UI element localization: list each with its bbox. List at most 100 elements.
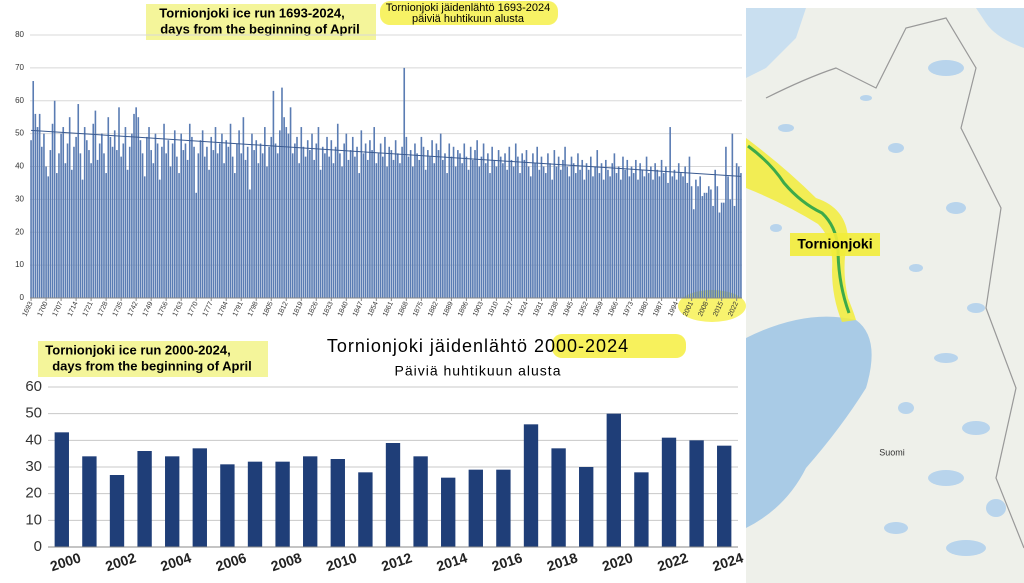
bar	[165, 456, 180, 547]
bar	[521, 153, 523, 298]
bar	[504, 153, 506, 298]
bar	[605, 159, 607, 298]
bar	[536, 146, 538, 298]
bar	[740, 173, 742, 298]
bar	[231, 156, 234, 298]
y-tick-label: 60	[15, 96, 24, 105]
bar	[482, 143, 485, 298]
bar	[472, 159, 474, 298]
x-tick-label: 1805	[262, 301, 275, 318]
bar	[394, 140, 397, 298]
bar	[680, 173, 682, 298]
bar	[675, 179, 678, 298]
x-tick-label: 1952	[577, 301, 590, 318]
bar	[167, 140, 170, 298]
bar	[139, 140, 142, 298]
bar	[178, 173, 180, 298]
bar	[667, 182, 669, 298]
bar	[574, 173, 577, 298]
bar	[246, 146, 249, 298]
bar	[647, 173, 650, 298]
bar	[360, 130, 363, 298]
x-tick-label: 1924	[517, 301, 530, 318]
annotation: Tornionjoki ice run 2000-2024,	[45, 342, 230, 357]
bar	[176, 156, 178, 298]
bar	[654, 163, 656, 298]
bar	[137, 451, 152, 547]
bar	[656, 169, 659, 298]
bar	[118, 107, 120, 298]
bar	[532, 153, 534, 298]
bar	[341, 166, 343, 298]
bar	[416, 153, 418, 298]
bar	[221, 133, 223, 298]
bar	[596, 150, 599, 298]
bar	[551, 448, 566, 547]
x-tick-label: 1728	[97, 301, 110, 318]
bar	[109, 136, 112, 298]
bar	[635, 159, 637, 298]
bar	[251, 133, 253, 298]
x-tick-label: 1784	[217, 301, 230, 318]
bar	[519, 173, 521, 298]
bar	[191, 136, 193, 298]
bar	[30, 140, 32, 298]
bar	[534, 163, 536, 298]
bar	[116, 150, 118, 298]
x-tick-label: 1756	[157, 301, 170, 318]
x-tick-label: 1896	[457, 301, 470, 318]
bar	[156, 143, 159, 298]
bar	[441, 477, 456, 547]
bar	[735, 163, 738, 298]
bar	[264, 127, 266, 298]
bar	[630, 166, 633, 298]
chart-subtitle: päiviä huhtikuun alusta	[412, 13, 525, 25]
bar	[562, 159, 564, 298]
y-tick-label: 0	[34, 538, 42, 555]
y-tick-label: 80	[15, 30, 24, 39]
bar	[468, 469, 483, 547]
bar	[101, 133, 103, 298]
bar	[714, 169, 716, 298]
bar	[199, 140, 202, 298]
bar	[474, 150, 476, 298]
bar	[661, 437, 677, 547]
x-tick-label: 1938	[547, 301, 560, 318]
bar	[58, 153, 60, 298]
bar	[452, 146, 455, 298]
bar	[413, 456, 428, 547]
bar	[439, 133, 442, 298]
bar	[347, 159, 350, 298]
x-tick-label: 1917	[502, 301, 515, 318]
y-tick-label: 40	[25, 431, 42, 448]
bar	[336, 123, 339, 298]
highlight	[380, 1, 558, 25]
bar	[729, 199, 732, 298]
bar	[665, 166, 667, 298]
bar	[311, 133, 313, 298]
bar	[225, 140, 228, 298]
bar	[435, 143, 438, 298]
bar	[493, 159, 496, 298]
bar	[302, 146, 305, 298]
bar	[568, 176, 571, 298]
bar	[375, 163, 378, 298]
bar	[645, 156, 648, 298]
bar	[506, 169, 508, 298]
bar	[594, 166, 596, 298]
bar	[195, 192, 198, 298]
bar	[669, 127, 671, 298]
bar	[210, 136, 213, 298]
bar	[161, 146, 163, 298]
bar	[345, 133, 348, 298]
bar	[401, 146, 403, 298]
bar	[36, 127, 39, 298]
bar	[414, 143, 416, 298]
x-tick-label: 1854	[367, 301, 380, 318]
bar	[508, 146, 511, 298]
trend-line	[31, 129, 741, 177]
bar	[165, 153, 167, 298]
x-tick-label: 2008	[269, 549, 304, 574]
bar	[602, 179, 605, 298]
bar	[632, 173, 635, 298]
